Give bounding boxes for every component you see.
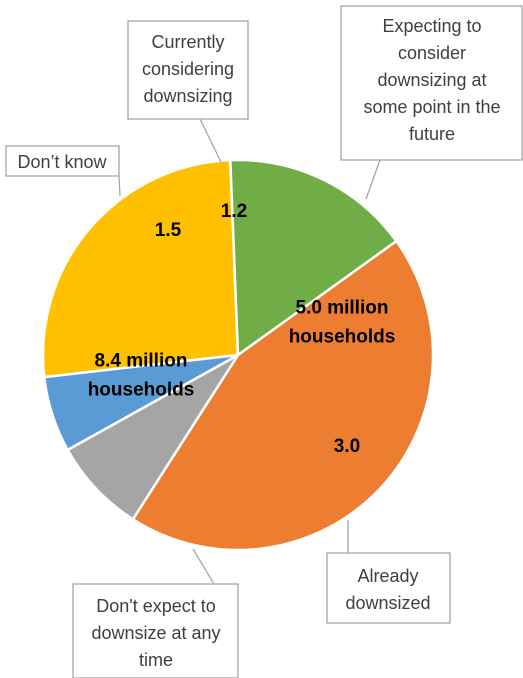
category-label-already-downsized: Already downsized (345, 566, 430, 613)
callout-currently-considering-downsizing: Currently considering downsizing (127, 20, 249, 163)
data-label-don-t-expect-to-downsize-at-any-time: 8.4 million households (88, 351, 195, 401)
pie-slice-don-t-know (65, 353, 240, 521)
pie-slices (41, 158, 435, 552)
callout-box (340, 5, 523, 161)
callout-already-downsized: Already downsized (326, 520, 451, 624)
callout-expecting-to-consider-downsizing-at-some-point-in-the-future: Expecting to consider downsizing at some po… (340, 5, 523, 200)
category-label-currently-considering-downsizing: Currently considering downsizing (142, 32, 234, 106)
category-label-don-t-know: Don’t know (17, 152, 107, 172)
callout-box (72, 583, 239, 678)
data-label-already-downsized: 3.0 (334, 436, 360, 457)
category-label-don-t-expect-to-downsize-at-any-time: Don't expect to downsize at any time (91, 596, 220, 670)
pie-callouts: Expecting to consider downsizing at some po… (5, 5, 523, 678)
leader-line (199, 118, 222, 163)
callout-don-t-expect-to-downsize-at-any-time: Don't expect to downsize at any time (72, 548, 239, 678)
callout-box (326, 552, 451, 624)
data-label-currently-considering-downsizing: 1.2 (221, 201, 247, 222)
category-label-expecting-to-consider-downsizing-at-some-point-in-the-future: Expecting to consider downsizing at some po… (363, 16, 500, 144)
pie-slice-currently-considering-downsizing (42, 353, 239, 452)
leader-line (118, 175, 121, 197)
pie-data-labels: 5.0 million households 3.0 8.4 million house… (88, 201, 396, 457)
leader-line (365, 159, 381, 200)
leader-line (192, 548, 215, 585)
callout-don-t-know: Don’t know (5, 145, 121, 197)
data-label-don-t-know: 1.5 (155, 220, 182, 241)
pie-slice-expecting-to-consider-downsizing-at-some-point-in-the-future (41, 158, 240, 379)
callout-box (127, 20, 249, 120)
pie-slice-don-t-expect-to-downsize-at-any-time (131, 239, 435, 552)
data-label-expecting-to-consider-downsizing-at-some-point-in-the-future: 5.0 million households (289, 298, 396, 348)
callout-box (5, 145, 120, 177)
pie-slice-already-downsized (229, 158, 399, 358)
